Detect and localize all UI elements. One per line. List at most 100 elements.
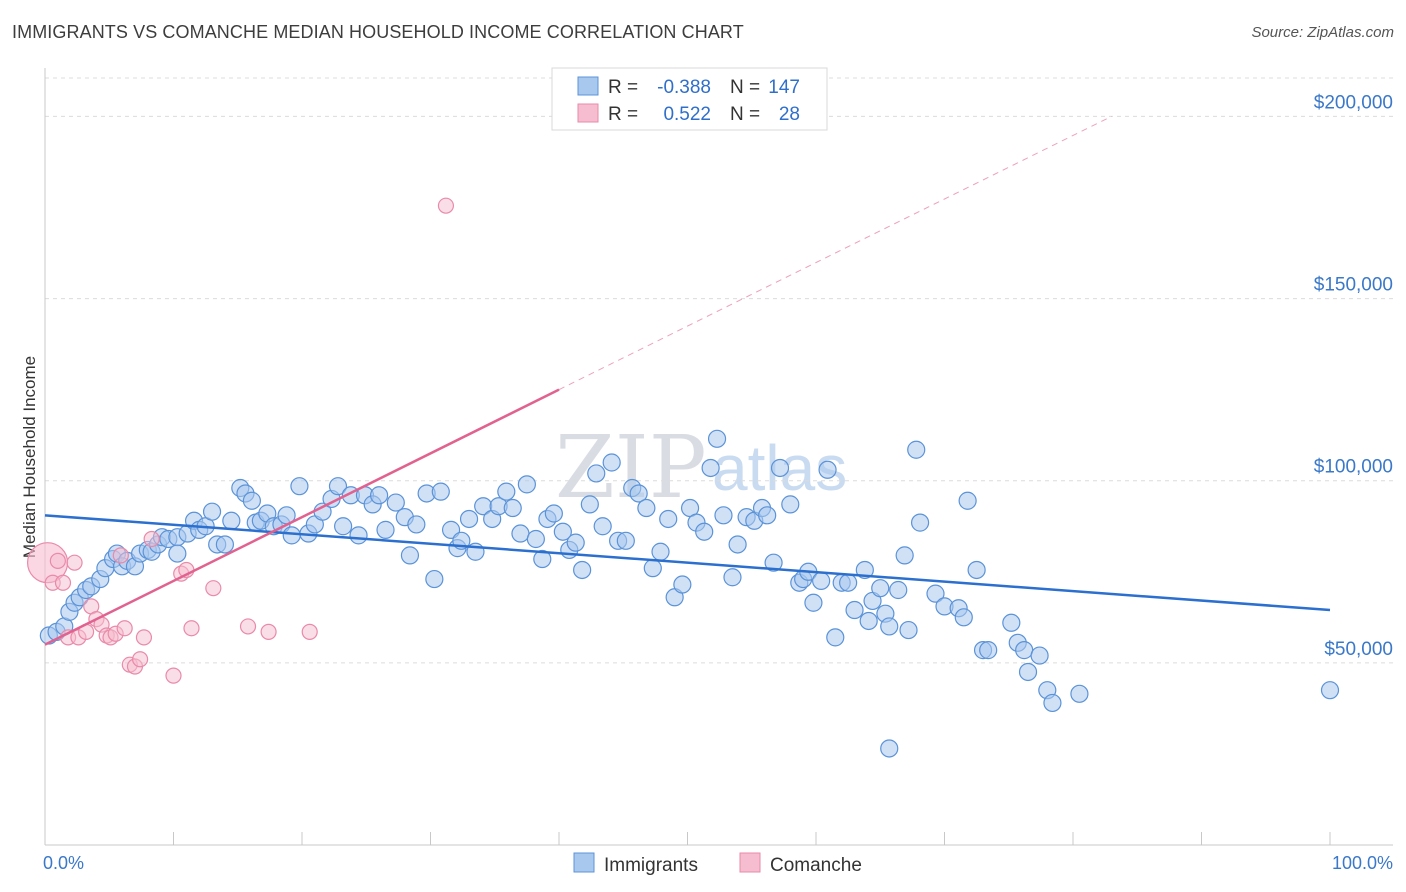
legend-r-label-immigrants: R = [608, 77, 638, 98]
data-point-immigrants [168, 544, 187, 563]
bottom-legend-swatch-comanche [739, 852, 761, 873]
watermark-zip: ZIP [555, 418, 707, 518]
data-point-immigrants [764, 553, 783, 572]
data-point-immigrants [407, 515, 426, 534]
data-point-immigrants [804, 593, 823, 612]
data-point-immigrants [497, 482, 516, 501]
data-point-immigrants [533, 549, 552, 569]
data-point-immigrants [386, 493, 405, 512]
data-point-immigrants [637, 498, 656, 518]
y-tick-label: $100,000 [1314, 457, 1393, 478]
data-point-immigrants [215, 535, 234, 554]
data-point-immigrants [1043, 693, 1062, 713]
x-axis-ticks [44, 832, 1331, 845]
bottom-legend-label-immigrants: Immigrants [604, 855, 698, 876]
data-point-immigrants [349, 526, 368, 545]
data-point-immigrants [880, 617, 899, 636]
data-point-immigrants [290, 477, 309, 496]
data-point-comanche [183, 620, 200, 637]
series-comanche [26, 197, 455, 684]
data-point-immigrants [770, 458, 790, 478]
data-point-immigrants [1015, 641, 1034, 660]
data-point-immigrants [926, 584, 945, 603]
data-point-immigrants [707, 429, 727, 448]
data-point-immigrants [517, 475, 536, 494]
trendlines [44, 115, 1331, 646]
data-point-immigrants [643, 559, 662, 578]
legend-n-label-immigrants: N = [730, 77, 760, 98]
gridlines [45, 77, 1393, 664]
data-point-comanche [54, 574, 72, 591]
data-point-immigrants [695, 522, 714, 541]
data-point-immigrants [431, 482, 450, 501]
data-point-immigrants [400, 546, 420, 565]
data-point-comanche [112, 547, 129, 564]
legend-swatch-comanche [577, 103, 599, 123]
data-point-immigrants [781, 495, 800, 514]
data-point-comanche [116, 620, 133, 637]
trendline-comanche-extension [558, 115, 1112, 391]
y-tick-label: $50,000 [1324, 639, 1393, 660]
y-tick-label: $200,000 [1314, 92, 1393, 113]
bottom-legend-swatch-immigrants [573, 852, 595, 873]
data-point-immigrants [459, 509, 479, 529]
y-axis-tick-labels: $50,000 $100,000 $150,000 $200,000 [1314, 92, 1393, 659]
data-point-comanche [437, 197, 455, 214]
legend-r-label-comanche: R = [608, 104, 638, 125]
x-axis-tick-labels: 0.0% 100.0% [43, 853, 1393, 873]
data-point-immigrants [1320, 681, 1340, 700]
data-point-immigrants [580, 495, 599, 514]
data-point-comanche [301, 623, 318, 640]
data-point-immigrants [573, 560, 592, 580]
data-point-immigrants [1030, 646, 1049, 665]
data-point-immigrants [511, 524, 530, 543]
data-point-immigrants [328, 477, 348, 496]
data-point-immigrants [880, 739, 899, 758]
data-point-immigrants [503, 498, 522, 518]
data-point-comanche [135, 629, 153, 646]
bottom-legend-label-comanche: Comanche [770, 855, 862, 876]
data-point-immigrants [566, 533, 585, 552]
data-point-immigrants [714, 506, 733, 525]
data-point-immigrants [826, 628, 845, 647]
data-point-immigrants [282, 526, 301, 545]
data-point-immigrants [587, 464, 606, 483]
data-point-immigrants [526, 529, 545, 549]
data-point-immigrants [659, 509, 678, 529]
data-point-immigrants [593, 517, 612, 536]
y-tick-label: $150,000 [1314, 275, 1393, 296]
data-point-comanche [260, 623, 277, 640]
data-point-immigrants [673, 575, 692, 594]
legend-r-value-immigrants: -0.388 [657, 77, 711, 98]
data-point-comanche [143, 530, 160, 548]
data-point-immigrants [1018, 662, 1038, 682]
data-point-immigrants [979, 641, 998, 660]
data-point-immigrants [845, 600, 864, 620]
data-point-immigrants [723, 568, 742, 587]
data-point-immigrants [651, 542, 670, 561]
legend-n-value-immigrants: 147 [768, 77, 800, 98]
data-point-immigrants [242, 491, 261, 510]
data-point-comanche [205, 580, 222, 597]
legend-r-value-comanche: 0.522 [663, 104, 711, 125]
data-point-immigrants [954, 608, 973, 627]
data-point-comanche [165, 667, 182, 684]
legend-swatch-immigrants [577, 76, 599, 96]
source-attribution: Source: ZipAtlas.com [1251, 24, 1394, 41]
data-point-immigrants [910, 513, 930, 532]
data-point-immigrants [202, 502, 222, 521]
data-point-immigrants [425, 569, 444, 589]
data-point-immigrants [616, 531, 635, 550]
series-legend: Immigrants Comanche [573, 852, 862, 876]
data-point-immigrants [907, 440, 926, 459]
data-point-immigrants [818, 460, 837, 479]
data-point-immigrants [701, 458, 720, 478]
x-tick-label-start: 0.0% [43, 853, 84, 873]
correlation-legend: R = -0.388 N = 147 R = 0.522 N = 28 [551, 67, 828, 131]
legend-n-label-comanche: N = [730, 104, 760, 125]
data-point-immigrants [895, 546, 914, 565]
data-point-comanche [49, 552, 66, 569]
data-point-immigrants [839, 573, 858, 592]
y-axis-label: Median Household Income [20, 356, 39, 558]
